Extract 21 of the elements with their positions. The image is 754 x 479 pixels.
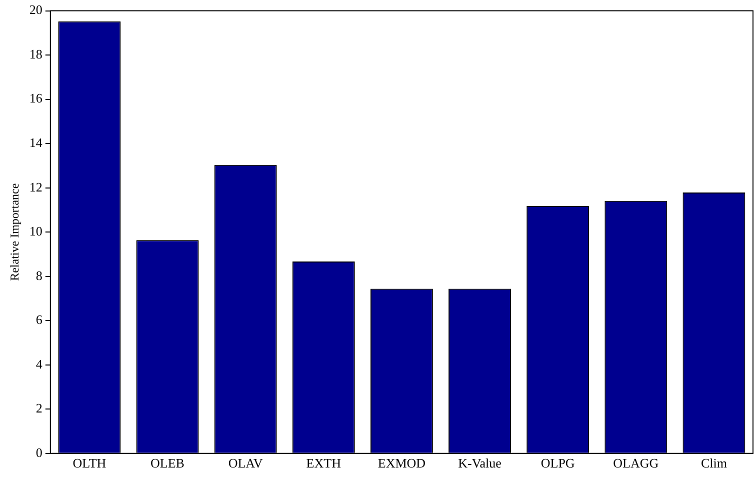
y-tick-label: 2 <box>36 400 42 416</box>
x-tick-label: EXTH <box>306 456 341 471</box>
y-tick-label: 12 <box>29 179 42 194</box>
x-tick-label: OLPG <box>540 456 575 471</box>
y-tick-label: 0 <box>36 444 42 460</box>
y-tick-label: 18 <box>29 46 42 62</box>
y-axis-title: Relative Importance <box>7 183 22 281</box>
y-tick-label: 14 <box>29 135 43 150</box>
x-tick-label: Clim <box>700 456 727 471</box>
y-tick-label: 20 <box>29 2 42 18</box>
x-tick-label: OLAV <box>228 456 264 471</box>
y-tick-label: 4 <box>36 356 43 372</box>
y-tick-label: 6 <box>36 312 43 328</box>
x-tick-label: OLEB <box>150 456 185 471</box>
y-tick-label: 16 <box>29 90 43 106</box>
x-tick-label: K-Value <box>458 456 502 471</box>
x-tick-label: OLAGG <box>613 456 659 471</box>
x-tick-label: EXMOD <box>378 456 426 471</box>
x-tick-label: OLTH <box>72 456 106 471</box>
y-tick-label: 10 <box>29 224 42 239</box>
y-tick-label: 8 <box>36 268 42 283</box>
